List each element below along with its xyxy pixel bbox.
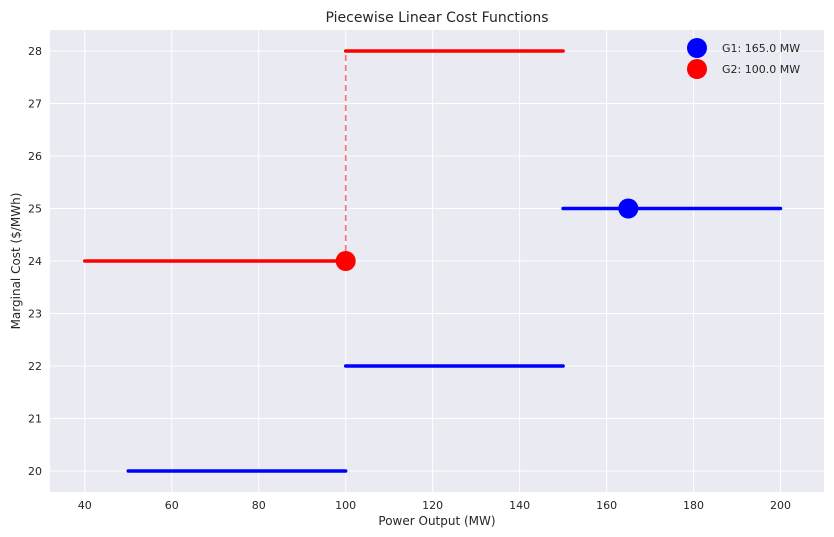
x-tick-label: 200 — [770, 499, 791, 512]
y-tick-label: 22 — [28, 360, 42, 373]
x-axis-label: Power Output (MW) — [378, 514, 495, 528]
y-tick-label: 28 — [28, 45, 42, 58]
y-tick-label: 27 — [28, 98, 42, 111]
y-ticks: 20 21 22 23 24 25 26 27 28 — [28, 45, 42, 478]
grid — [50, 30, 824, 492]
series-layer — [83, 49, 783, 473]
x-ticks: 40 60 80 100 120 140 160 180 200 — [78, 499, 791, 512]
y-tick-label: 26 — [28, 150, 42, 163]
x-tick-label: 40 — [78, 499, 92, 512]
x-tick-label: 140 — [509, 499, 530, 512]
legend-label-g2: G2: 100.0 MW — [722, 63, 800, 76]
x-tick-label: 120 — [422, 499, 443, 512]
g2-operating-point — [335, 251, 356, 271]
x-tick-label: 100 — [335, 499, 356, 512]
y-tick-label: 20 — [28, 465, 42, 478]
x-tick-label: 160 — [596, 499, 617, 512]
x-tick-label: 80 — [252, 499, 266, 512]
legend-marker-g1 — [687, 38, 707, 58]
legend: G1: 165.0 MW G2: 100.0 MW — [687, 38, 800, 79]
y-tick-label: 25 — [28, 203, 42, 216]
chart-title: Piecewise Linear Cost Functions — [325, 10, 548, 26]
legend-label-g1: G1: 165.0 MW — [722, 42, 800, 55]
y-tick-label: 23 — [28, 308, 42, 321]
x-tick-label: 180 — [683, 499, 704, 512]
g1-operating-point — [618, 198, 639, 219]
legend-marker-g2 — [687, 59, 707, 79]
y-tick-label: 24 — [28, 255, 42, 268]
y-axis-label: Marginal Cost ($/MWh) — [9, 193, 23, 330]
x-tick-label: 60 — [165, 499, 179, 512]
y-tick-label: 21 — [28, 413, 42, 426]
operating-points — [335, 198, 639, 271]
